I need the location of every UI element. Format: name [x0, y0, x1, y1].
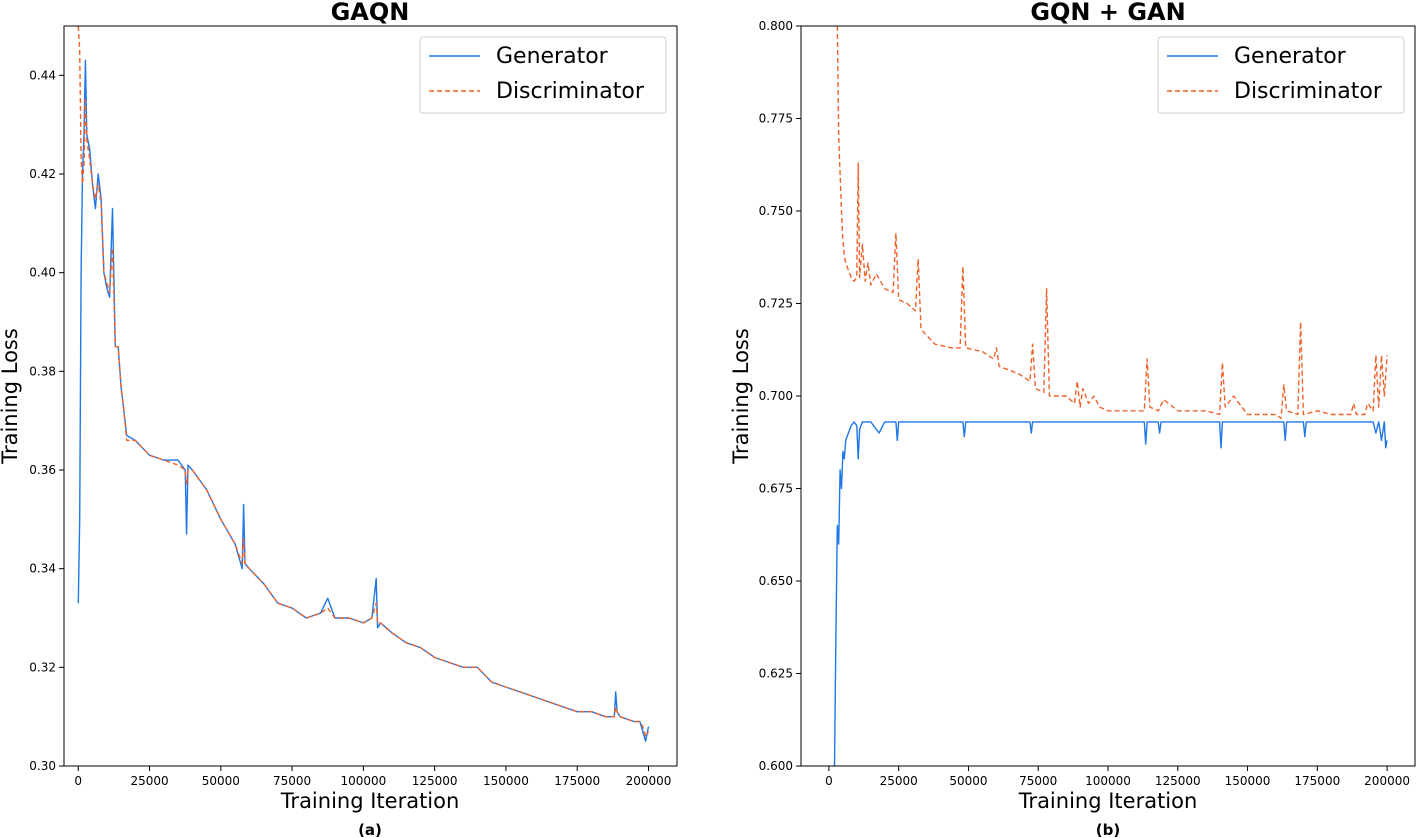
x-tick-label: 0 — [74, 774, 82, 788]
legend: Generator Discriminator — [1157, 36, 1405, 114]
x-tick-label: 150000 — [1225, 774, 1271, 788]
x-tick-label: 0 — [825, 774, 833, 788]
y-axis-label: Training Loss — [729, 328, 753, 465]
panel-gaqn: GAQN Training Iteration Training Loss (a… — [0, 0, 678, 838]
x-tick-label: 50000 — [949, 774, 987, 788]
series-line-discriminator — [77, 26, 650, 738]
x-tick-label: 25000 — [130, 774, 168, 788]
x-tick-label: 100000 — [1085, 774, 1131, 788]
y-axis-label: Training Loss — [0, 328, 22, 465]
y-tick-label: 0.42 — [29, 167, 56, 181]
x-tick-label: 125000 — [412, 774, 458, 788]
y-tick-label: 0.40 — [29, 266, 56, 280]
panel-caption: (b) — [1096, 821, 1120, 838]
legend-label: Generator — [1234, 44, 1347, 69]
chart-title: GQN + GAN — [1030, 0, 1185, 26]
x-tick-label: 150000 — [483, 774, 529, 788]
legend-label: Generator — [496, 44, 609, 69]
chart-title: GAQN — [331, 0, 410, 26]
plot-frame — [63, 25, 678, 767]
y-tick-label: 0.775 — [759, 112, 793, 126]
x-tick-label: 125000 — [1155, 774, 1201, 788]
series-line-discriminator — [836, 26, 1388, 419]
y-tick-label: 0.34 — [29, 562, 56, 576]
legend: Generator Discriminator — [419, 36, 667, 114]
panel-gqn-gan: GQN + GAN Training Iteration Training Lo… — [729, 0, 1416, 838]
legend-label: Discriminator — [496, 79, 645, 104]
x-tick-label: 75000 — [1019, 774, 1057, 788]
x-tick-label: 200000 — [1364, 774, 1410, 788]
series-layer — [833, 26, 1388, 766]
y-tick-label: 0.30 — [29, 759, 56, 773]
y-tick-label: 0.725 — [759, 297, 793, 311]
legend-box — [1157, 36, 1405, 114]
x-axis-label: Training Iteration — [1018, 789, 1198, 813]
x-tick-label: 175000 — [1294, 774, 1340, 788]
series-line-generator — [833, 421, 1388, 766]
y-tick-label: 0.36 — [29, 463, 56, 477]
series-layer — [77, 26, 650, 742]
y-tick-label: 0.38 — [29, 364, 56, 378]
y-tick-label: 0.750 — [759, 204, 793, 218]
y-tick-label: 0.675 — [759, 482, 793, 496]
y-tick-label: 0.32 — [29, 660, 56, 674]
x-tick-label: 200000 — [626, 774, 672, 788]
x-axis-label: Training Iteration — [280, 789, 460, 813]
x-tick-label: 25000 — [880, 774, 918, 788]
y-tick-label: 0.625 — [759, 667, 793, 681]
y-tick-label: 0.800 — [759, 19, 793, 33]
series-line-generator — [77, 59, 650, 742]
y-tick-label: 0.650 — [759, 574, 793, 588]
panel-caption: (a) — [358, 821, 382, 838]
x-tick-label: 175000 — [554, 774, 600, 788]
x-tick-label: 50000 — [202, 774, 240, 788]
plot-frame — [800, 25, 1416, 767]
legend-label: Discriminator — [1234, 79, 1383, 104]
tick-layer: 0 25000 50000 75000 100000 125000 150000 175000… — [29, 68, 671, 788]
y-tick-label: 0.700 — [759, 389, 793, 403]
x-tick-label: 75000 — [273, 774, 311, 788]
x-tick-label: 100000 — [340, 774, 386, 788]
y-tick-label: 0.600 — [759, 759, 793, 773]
tick-layer: 0 25000 50000 75000 100000 125000 150000 175000… — [759, 19, 1410, 788]
legend-box — [419, 36, 667, 114]
y-tick-label: 0.44 — [29, 68, 56, 82]
